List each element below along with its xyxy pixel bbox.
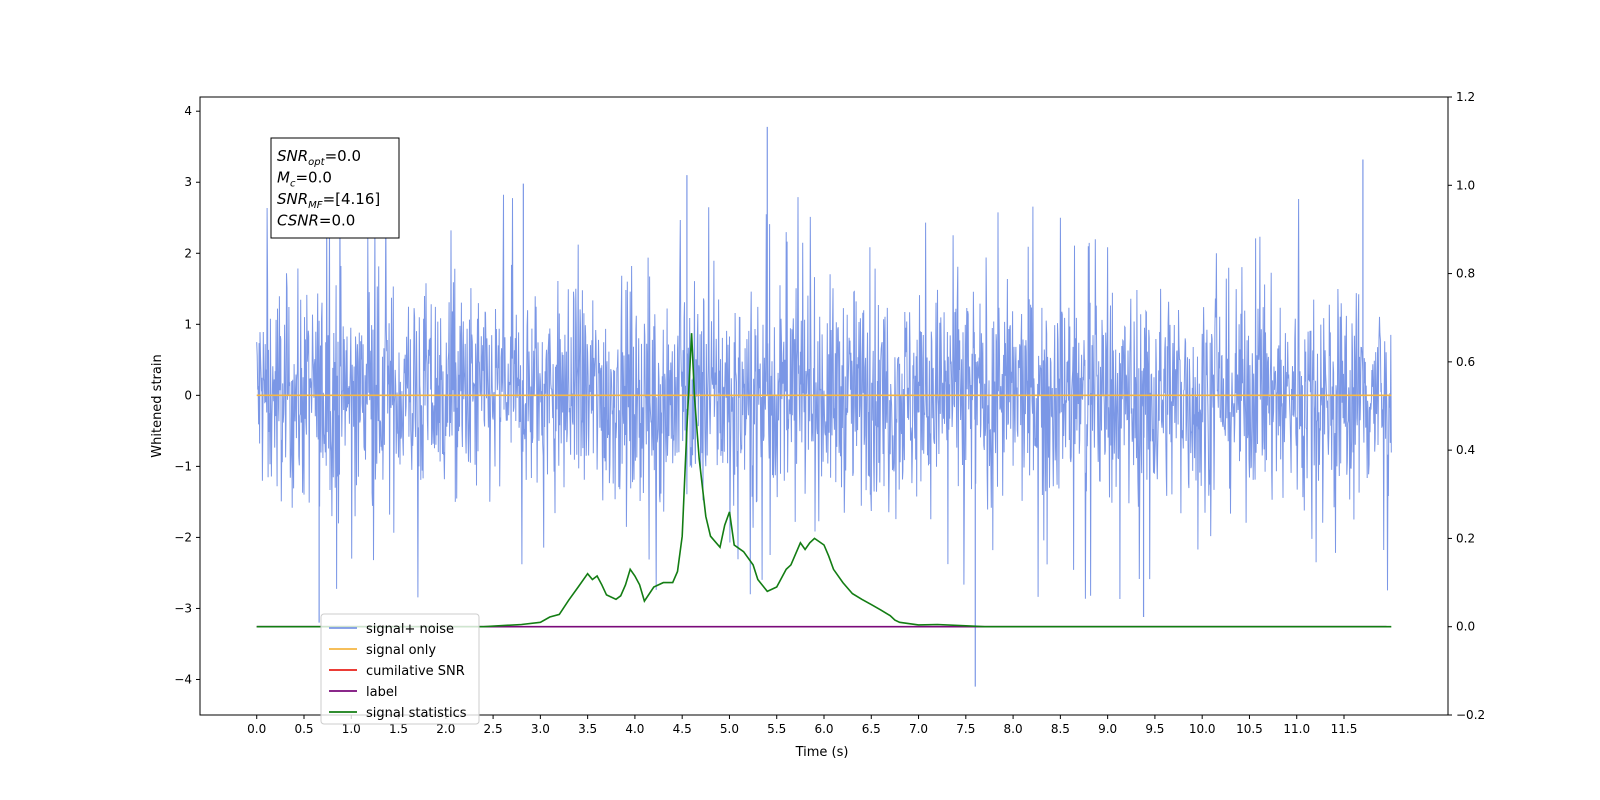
y2-tick-label: 0.6 xyxy=(1456,355,1475,369)
x-tick-label: 5.0 xyxy=(720,722,739,736)
y2-tick-label: 1.2 xyxy=(1456,90,1475,104)
x-tick-label: 6.0 xyxy=(814,722,833,736)
y-tick-label: −3 xyxy=(174,601,192,615)
x-tick-label: 2.5 xyxy=(484,722,503,736)
series-signal-noise xyxy=(256,126,1392,687)
y2-tick-label: −0.2 xyxy=(1456,708,1485,722)
y2-tick-label: 0.0 xyxy=(1456,620,1475,634)
annotation-line: Mc=0.0 xyxy=(277,169,332,190)
x-tick-label: 8.0 xyxy=(1004,722,1023,736)
x-tick-label: 11.0 xyxy=(1283,722,1310,736)
y2-axis-ticks: 1.2 1.0 0.8 0.6 0.4 0.2 0.0 −0.2 xyxy=(1448,90,1485,722)
x-tick-label: 3.0 xyxy=(531,722,550,736)
y-tick-label: −4 xyxy=(174,672,192,686)
annotation-line: SNRopt=0.0 xyxy=(277,147,361,168)
y-tick-label: 3 xyxy=(184,175,192,189)
legend-label: cumilative SNR xyxy=(366,664,465,679)
series-line-signal-statistics xyxy=(256,333,1392,628)
x-tick-label: 0.0 xyxy=(247,722,266,736)
x-tick-label: 9.0 xyxy=(1098,722,1117,736)
legend-label: signal statistics xyxy=(366,706,467,721)
legend-label: label xyxy=(366,685,397,700)
y-axis-label: Whitened strain xyxy=(150,354,165,457)
x-tick-label: 3.5 xyxy=(578,722,597,736)
y2-tick-label: 0.4 xyxy=(1456,443,1475,457)
y-tick-label: −2 xyxy=(174,530,192,544)
x-tick-label: 1.0 xyxy=(342,722,361,736)
x-tick-label: 7.0 xyxy=(909,722,928,736)
y-tick-label: 4 xyxy=(184,104,192,118)
y2-tick-label: 0.8 xyxy=(1456,267,1475,281)
y-tick-label: 0 xyxy=(184,388,192,402)
x-tick-label: 6.5 xyxy=(862,722,881,736)
x-tick-label: 4.5 xyxy=(673,722,692,736)
y-tick-label: −1 xyxy=(174,459,192,473)
x-tick-label: 4.0 xyxy=(625,722,644,736)
y-tick-label: 2 xyxy=(184,246,192,260)
plot-area xyxy=(199,96,1449,716)
x-axis-label: Time (s) xyxy=(795,745,849,760)
legend-label: signal+ noise xyxy=(366,622,454,637)
x-tick-label: 1.5 xyxy=(389,722,408,736)
x-axis-ticks: 0.0 0.5 1.0 1.5 2.0 2.5 3.0 3.5 4.0 4.5 5.0 5.5 6.0 6… xyxy=(247,715,1357,736)
signal-noise-line xyxy=(256,194,1392,600)
legend: signal+ noise signal only cumilative SNR la… xyxy=(320,613,480,725)
x-tick-label: 5.5 xyxy=(767,722,786,736)
y2-tick-label: 1.0 xyxy=(1456,178,1475,192)
y2-tick-label: 0.2 xyxy=(1456,531,1475,545)
x-tick-label: 0.5 xyxy=(294,722,313,736)
annotation-line: SNRMF=[4.16] xyxy=(277,190,380,211)
x-tick-label: 11.5 xyxy=(1331,722,1358,736)
x-tick-label: 7.5 xyxy=(956,722,975,736)
x-tick-label: 8.5 xyxy=(1051,722,1070,736)
y-tick-label: 1 xyxy=(184,317,192,331)
annotation-line: CSNR=0.0 xyxy=(277,212,355,230)
x-tick-label: 2.0 xyxy=(436,722,455,736)
x-tick-label: 10.5 xyxy=(1236,722,1263,736)
y-axis-ticks: 4 3 2 1 0 −1 −2 −3 −4 xyxy=(174,104,200,686)
x-tick-label: 10.0 xyxy=(1189,722,1216,736)
legend-label: signal only xyxy=(366,643,436,658)
x-tick-label: 9.5 xyxy=(1145,722,1164,736)
